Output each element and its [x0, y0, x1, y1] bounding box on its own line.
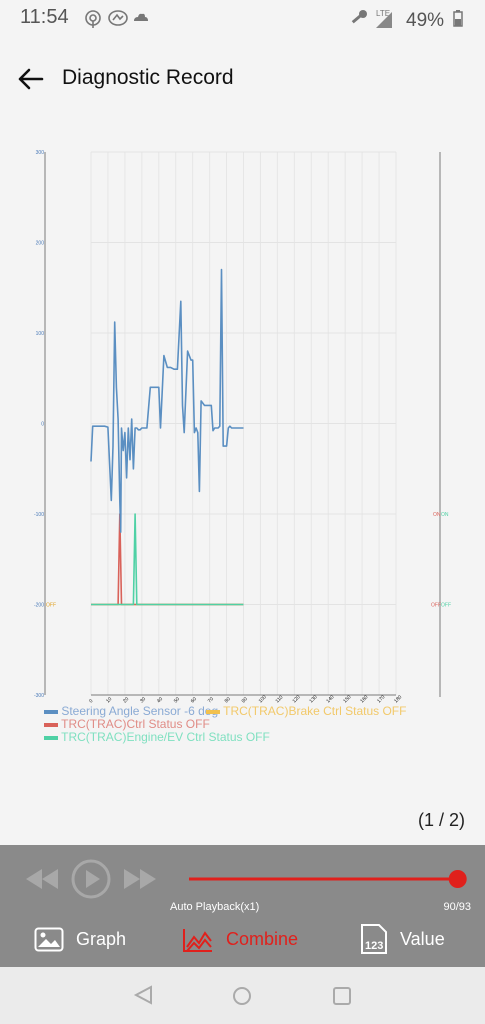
- x-axis-tick-label: 30: [139, 696, 147, 704]
- left-state-label: OFF: [46, 603, 56, 609]
- nav-home-button[interactable]: [231, 985, 253, 1007]
- x-axis-tick-label: 110: [275, 694, 285, 704]
- x-axis-tick-label: 40: [156, 696, 164, 704]
- back-button[interactable]: [16, 64, 46, 94]
- fast-forward-icon: [124, 869, 156, 889]
- page-indicator: (1 / 2): [417, 810, 465, 830]
- left-axis-tick-label: -200: [34, 603, 44, 609]
- rewind-button[interactable]: [24, 865, 60, 893]
- chart-grid: [90, 151, 397, 696]
- line-chart-icon: [183, 929, 212, 952]
- right-state-label: OFF: [431, 603, 441, 609]
- left-axis-tick-label: 200: [36, 241, 45, 247]
- play-button[interactable]: [70, 858, 112, 900]
- legend-label: TRC(TRAC)Brake Ctrl Status OFF: [223, 704, 407, 718]
- legend-swatch: [44, 722, 58, 727]
- left-axis-tick-label: 0: [41, 422, 44, 428]
- playback-position: 90/93: [443, 901, 471, 913]
- right-state-label: OFF: [441, 603, 451, 609]
- playback-panel: Auto Playback(x1) 90/93 Graph Combine 12…: [0, 845, 485, 967]
- hotspot-icon: [85, 10, 101, 28]
- series-line: [90, 268, 244, 533]
- playback-slider[interactable]: [186, 867, 471, 891]
- x-axis-tick-label: 0: [88, 698, 94, 704]
- nav-home-icon: [233, 987, 251, 1005]
- status-left-icons: [85, 10, 148, 28]
- playback-label: Auto Playback(x1): [170, 901, 260, 913]
- x-axis-tick-label: 50: [173, 696, 181, 704]
- tab-label: Graph: [76, 929, 127, 949]
- legend-label: Steering Angle Sensor -6 deg: [61, 704, 219, 718]
- nav-back-icon: [133, 985, 152, 1005]
- x-axis-tick-label: 120: [292, 694, 302, 704]
- status-bar: 11:54 LTE 49%: [0, 0, 485, 38]
- status-time: 11:54: [20, 6, 69, 28]
- x-axis-tick-label: 180: [393, 694, 403, 704]
- left-axis-tick-label: 100: [36, 331, 45, 337]
- x-axis-tick-label: 80: [224, 696, 232, 704]
- tab-value[interactable]: 123 Value: [360, 923, 470, 957]
- image-icon: [34, 927, 64, 952]
- play-icon: [71, 859, 111, 899]
- battery-icon: [453, 10, 463, 27]
- fast-forward-button[interactable]: [122, 865, 158, 893]
- tab-graph[interactable]: Graph: [34, 925, 144, 957]
- rewind-icon: [26, 869, 58, 889]
- network-type: LTE: [376, 9, 390, 18]
- x-axis-tick-label: 170: [376, 694, 386, 704]
- left-axis-tick-label: 300: [36, 150, 45, 156]
- legend-item-brake: TRC(TRAC)Brake Ctrl Status OFF: [206, 704, 406, 718]
- slider-thumb[interactable]: [448, 870, 467, 888]
- tab-label: Combine: [226, 929, 299, 949]
- system-nav-bar: [0, 967, 485, 1024]
- legend-swatch: [206, 709, 220, 714]
- key-icon: [351, 10, 367, 24]
- link-icon: [108, 10, 128, 26]
- x-axis-tick-label: 160: [359, 694, 369, 704]
- battery-percent: 49%: [406, 10, 444, 30]
- legend-label: TRC(TRAC)Ctrl Status OFF: [61, 717, 210, 731]
- arrow-left-icon: [18, 68, 44, 90]
- nav-recents-icon: [333, 987, 351, 1005]
- page-title: Diagnostic Record: [62, 66, 234, 89]
- series-line: [91, 513, 244, 606]
- signal-icon: [376, 12, 392, 28]
- x-axis-tick-label: 70: [207, 696, 215, 704]
- nav-recents-button[interactable]: [331, 985, 353, 1007]
- right-state-label: ON: [433, 512, 441, 518]
- tab-label: Value: [400, 929, 445, 949]
- legend-swatch: [44, 735, 58, 740]
- x-axis-tick-label: 140: [325, 694, 335, 704]
- series-line: [91, 513, 244, 606]
- status-right-icons: LTE 49%: [351, 9, 463, 30]
- legend-item-engine: TRC(TRAC)Engine/EV Ctrl Status OFF: [44, 730, 270, 744]
- x-axis-tick-label: 100: [258, 694, 268, 704]
- legend-label: TRC(TRAC)Engine/EV Ctrl Status OFF: [61, 730, 270, 744]
- x-axis-tick-label: 150: [342, 694, 352, 704]
- x-axis-tick-label: 130: [308, 694, 318, 704]
- x-axis-tick-label: 10: [105, 696, 113, 704]
- chart-axes: [44, 152, 441, 697]
- chart-series: [90, 268, 244, 606]
- cloud-icon: [134, 13, 148, 21]
- svg-text:123: 123: [365, 940, 383, 952]
- left-axis-tick-label: -100: [34, 512, 44, 518]
- nav-back-button[interactable]: [133, 985, 155, 1005]
- x-axis-tick-label: 60: [190, 696, 198, 704]
- right-state-label: ON: [441, 512, 449, 518]
- legend-swatch: [44, 709, 58, 714]
- x-axis-tick-label: 20: [122, 696, 130, 704]
- x-axis-tick-label: 90: [241, 696, 249, 704]
- value-123-icon: 123: [361, 924, 387, 954]
- tab-combine[interactable]: Combine: [182, 925, 312, 957]
- left-axis-tick-label: -300: [34, 693, 44, 699]
- legend-item-ctrl: TRC(TRAC)Ctrl Status OFF: [44, 717, 210, 731]
- legend-item-steering: Steering Angle Sensor -6 deg: [44, 704, 218, 718]
